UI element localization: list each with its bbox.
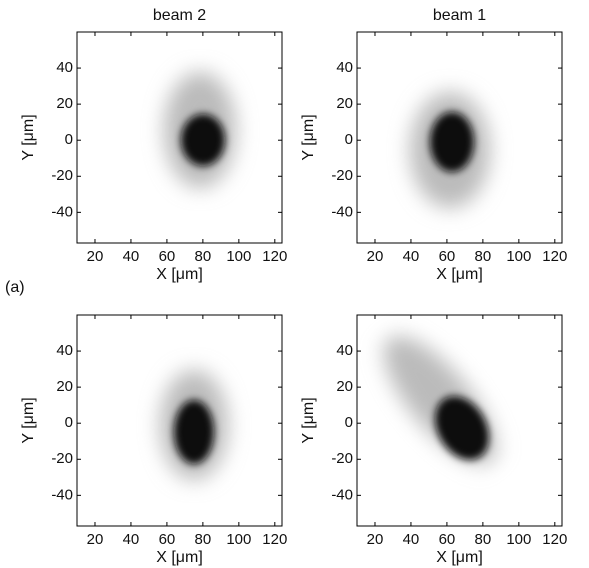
x-tick-label: 80 (475, 531, 492, 548)
axes-box (76, 31, 283, 244)
y-tick-label: 20 (336, 95, 353, 112)
y-tick-label: 40 (56, 342, 73, 359)
y-tick-label: 0 (345, 131, 353, 148)
y-tick-label: -20 (331, 167, 353, 184)
x-tick-label: 100 (226, 248, 251, 265)
y-tick-label: 20 (336, 378, 353, 395)
x-tick-label: 80 (475, 248, 492, 265)
y-axis-label: Y [μm] (20, 114, 37, 160)
beam-image (164, 72, 236, 188)
y-tick-label: -40 (51, 486, 73, 503)
panel-title: beam 1 (433, 7, 486, 24)
y-tick-label: -40 (331, 203, 353, 220)
beam-image (410, 92, 490, 208)
axes-box (356, 31, 563, 244)
x-tick-label: 120 (542, 248, 567, 265)
y-tick-label: 20 (56, 378, 73, 395)
x-tick-label: 60 (439, 531, 456, 548)
x-axis-label: X [μm] (156, 549, 203, 566)
beam-image (160, 370, 228, 480)
y-tick-label: 0 (65, 414, 73, 431)
x-axis-label: X [μm] (436, 549, 483, 566)
x-tick-label: 60 (159, 531, 176, 548)
x-tick-label: 100 (506, 531, 531, 548)
x-axis-label: X [μm] (156, 266, 203, 283)
x-tick-label: 120 (542, 531, 567, 548)
panel-label: (a) (5, 279, 25, 296)
x-tick-label: 100 (226, 531, 251, 548)
x-tick-label: 40 (403, 248, 420, 265)
y-tick-label: -20 (331, 450, 353, 467)
y-tick-label: 40 (56, 59, 73, 76)
beam-image (383, 335, 497, 465)
x-axis-label: X [μm] (436, 266, 483, 283)
x-tick-label: 20 (367, 248, 384, 265)
x-tick-label: 40 (123, 531, 140, 548)
x-tick-label: 20 (367, 531, 384, 548)
y-tick-label: 40 (336, 342, 353, 359)
x-tick-label: 100 (506, 248, 531, 265)
x-tick-label: 120 (262, 531, 287, 548)
x-tick-label: 20 (87, 531, 104, 548)
x-tick-label: 40 (403, 531, 420, 548)
y-tick-label: -40 (51, 203, 73, 220)
x-tick-label: 20 (87, 248, 104, 265)
y-tick-label: 40 (336, 59, 353, 76)
x-tick-label: 120 (262, 248, 287, 265)
x-tick-label: 40 (123, 248, 140, 265)
y-tick-label: 0 (345, 414, 353, 431)
y-tick-label: 0 (65, 131, 73, 148)
y-tick-label: -20 (51, 167, 73, 184)
x-tick-label: 80 (195, 248, 212, 265)
y-axis-label: Y [μm] (300, 114, 317, 160)
y-axis-label: Y [μm] (20, 397, 37, 443)
y-tick-label: -20 (51, 450, 73, 467)
x-tick-label: 60 (439, 248, 456, 265)
x-tick-label: 80 (195, 531, 212, 548)
y-axis-label: Y [μm] (300, 397, 317, 443)
y-tick-label: 20 (56, 95, 73, 112)
axes-box (76, 314, 283, 527)
x-tick-label: 60 (159, 248, 176, 265)
axes-box (356, 314, 563, 527)
y-tick-label: -40 (331, 486, 353, 503)
panel-title: beam 2 (153, 7, 206, 24)
